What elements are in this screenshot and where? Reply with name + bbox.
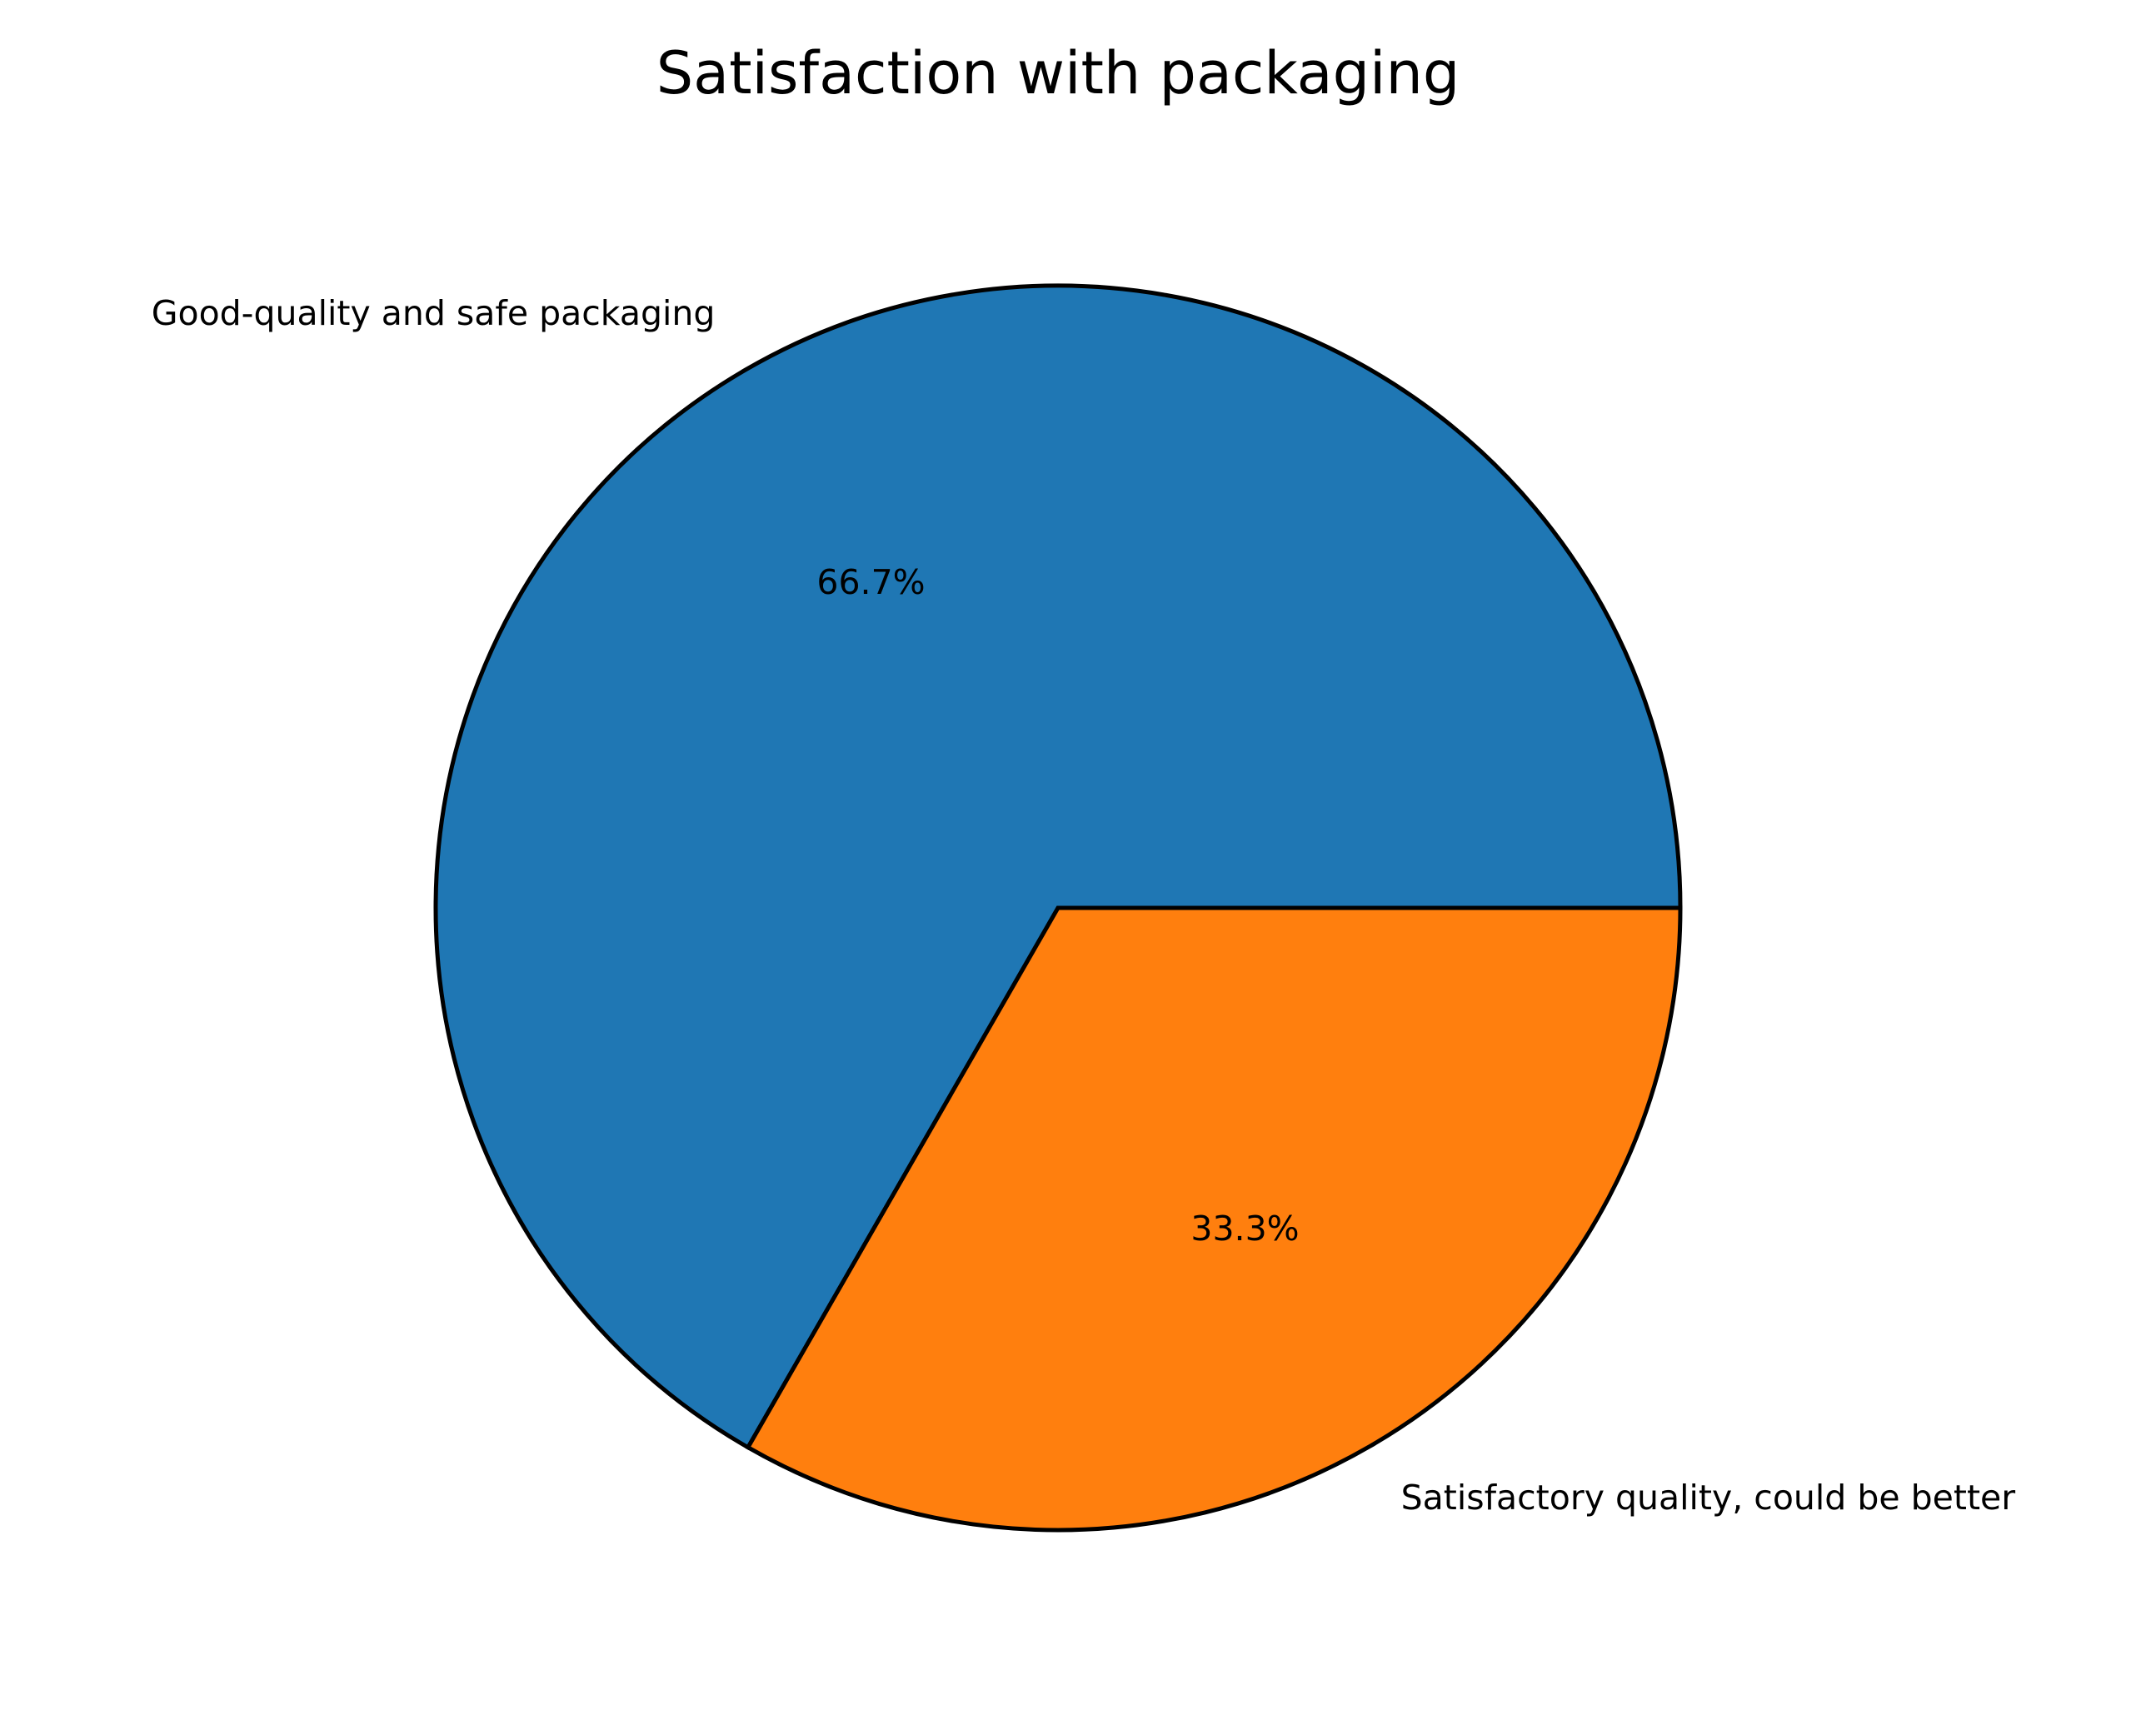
slice-category-label: Good-quality and safe packaging: [152, 293, 716, 333]
slice-category-label: Satisfactory quality, could be better: [1401, 1478, 2016, 1518]
pie-labels: 66.7% Good-quality and safe packaging 33.3…: [152, 293, 2016, 1518]
slice-percent-label: 33.3%: [1190, 1209, 1299, 1249]
chart-title: Satisfaction with packaging: [656, 39, 1460, 107]
pie-slices: [433, 283, 1683, 1533]
slice-percent-label: 66.7%: [816, 562, 925, 602]
pie-slice-1: [433, 283, 1683, 1451]
pie-slice-2: [745, 905, 1683, 1533]
